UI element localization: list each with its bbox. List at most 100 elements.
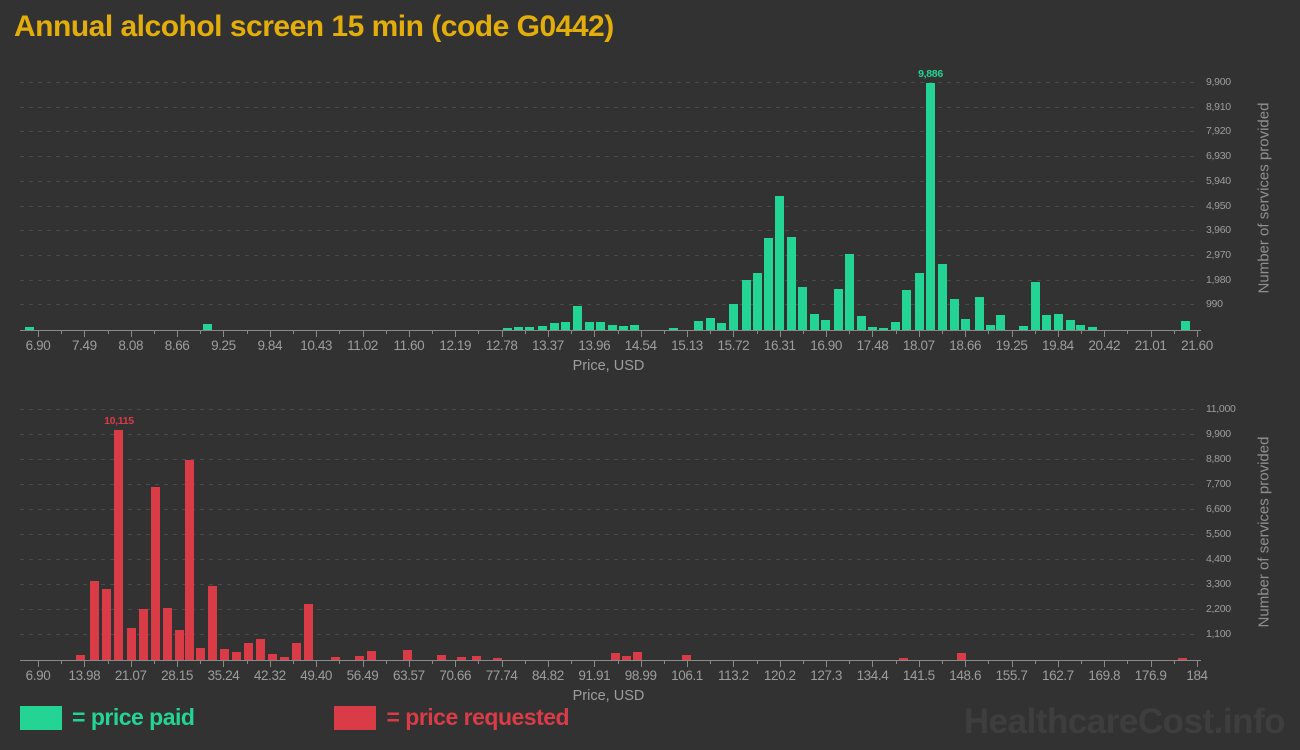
bar-price-paid[interactable] xyxy=(937,264,947,330)
bar-price-paid[interactable] xyxy=(974,296,984,330)
bar-price-paid[interactable] xyxy=(996,315,1006,330)
bar-price-paid[interactable] xyxy=(24,326,34,330)
bar-price-paid[interactable] xyxy=(960,318,970,330)
bar-price-requested[interactable] xyxy=(331,657,341,660)
bar-price-requested[interactable] xyxy=(220,649,230,660)
bar-price-paid[interactable] xyxy=(525,326,535,330)
bar-price-paid[interactable] xyxy=(608,325,618,330)
bar-price-paid[interactable] xyxy=(867,326,877,330)
bar-price-paid[interactable] xyxy=(798,286,808,330)
bar-price-requested[interactable] xyxy=(437,655,447,660)
price-requested-swatch-icon[interactable] xyxy=(334,705,377,730)
bar-price-requested[interactable] xyxy=(268,654,278,660)
bar-price-requested[interactable] xyxy=(1177,657,1187,660)
bar-price-requested[interactable] xyxy=(244,643,254,660)
bar-price-requested[interactable] xyxy=(304,603,314,660)
bar-price-requested[interactable] xyxy=(90,580,100,660)
bar-price-paid[interactable] xyxy=(821,320,831,330)
legend-price-requested-label[interactable]: = price requested xyxy=(386,704,570,730)
bar-price-requested[interactable] xyxy=(898,657,908,660)
bar-price-paid[interactable] xyxy=(1088,326,1098,330)
bar-price-requested[interactable] xyxy=(184,460,194,660)
bar-price-paid[interactable] xyxy=(584,321,594,330)
bar-price-requested[interactable] xyxy=(232,651,242,660)
bar-price-paid[interactable] xyxy=(549,323,559,330)
bar-price-paid[interactable] xyxy=(856,316,866,330)
legend-price-paid-label[interactable]: = price paid xyxy=(72,704,195,730)
bar-price-requested[interactable] xyxy=(367,651,377,660)
bar-price-paid[interactable] xyxy=(752,273,762,330)
bar-price-paid[interactable] xyxy=(717,322,727,330)
bar-price-paid[interactable] xyxy=(787,236,797,330)
x-minor-tick xyxy=(710,661,712,664)
y-tick-label: 8,800 xyxy=(1206,453,1231,465)
grid-line xyxy=(20,205,1197,207)
bar-price-paid[interactable] xyxy=(902,290,912,330)
bar-price-paid[interactable] xyxy=(1019,325,1029,330)
bar-price-paid[interactable] xyxy=(706,318,716,330)
x-tick-label: 162.7 xyxy=(1042,668,1074,683)
bar-price-requested[interactable] xyxy=(76,654,86,660)
bar-price-requested[interactable] xyxy=(611,653,621,660)
bar-price-paid[interactable] xyxy=(595,321,605,330)
x-tick-label: 21.07 xyxy=(114,668,147,683)
bar-price-requested[interactable] xyxy=(196,647,206,660)
bar-price-requested[interactable] xyxy=(457,657,467,660)
bar-price-paid[interactable] xyxy=(668,327,678,330)
bar-price-paid[interactable] xyxy=(764,237,774,330)
bar-price-requested[interactable] xyxy=(622,656,632,660)
bar-price-paid[interactable] xyxy=(560,321,570,330)
bar-price-paid[interactable] xyxy=(985,325,995,330)
bar-price-paid[interactable] xyxy=(775,196,785,330)
bar-price-requested[interactable] xyxy=(355,656,365,660)
bar-price-paid[interactable] xyxy=(572,306,582,330)
x-tick xyxy=(455,331,457,337)
bar-price-requested[interactable] xyxy=(163,607,173,660)
x-tick xyxy=(1104,661,1106,667)
bar-price-paid[interactable] xyxy=(1066,320,1076,330)
bar-price-paid[interactable] xyxy=(914,273,924,330)
bar-price-requested[interactable] xyxy=(633,651,643,660)
bar-price-requested[interactable] xyxy=(102,588,112,660)
grid-line xyxy=(20,106,1197,108)
x-axis-line xyxy=(20,330,1201,331)
bar-price-paid[interactable] xyxy=(1030,281,1040,330)
x-minor-tick xyxy=(1081,661,1083,664)
bar-price-requested[interactable] xyxy=(151,487,161,660)
price-paid-swatch-icon[interactable] xyxy=(20,705,62,730)
bar-price-requested[interactable] xyxy=(256,639,266,660)
bar-price-requested[interactable] xyxy=(280,656,290,660)
bar-price-paid[interactable] xyxy=(949,298,959,330)
bar-price-paid[interactable] xyxy=(1041,315,1051,330)
bar-price-paid[interactable] xyxy=(833,289,843,330)
bar-price-requested[interactable] xyxy=(139,609,149,660)
bar-price-paid[interactable] xyxy=(810,314,820,330)
bar-price-requested[interactable] xyxy=(114,430,124,660)
bar-price-requested[interactable] xyxy=(682,655,692,660)
bar-price-paid[interactable] xyxy=(502,328,512,330)
bar-price-requested[interactable] xyxy=(292,643,302,660)
bar-price-requested[interactable] xyxy=(127,627,137,660)
bar-price-paid[interactable] xyxy=(728,304,738,330)
bar-price-requested[interactable] xyxy=(957,652,967,660)
bar-price-paid[interactable] xyxy=(694,321,704,330)
bar-price-paid[interactable] xyxy=(538,325,548,330)
bar-price-paid[interactable] xyxy=(844,253,854,330)
bar-price-paid[interactable] xyxy=(741,280,751,330)
bar-price-requested[interactable] xyxy=(175,629,185,660)
bar-price-requested[interactable] xyxy=(403,650,413,660)
bar-price-paid[interactable] xyxy=(1075,325,1085,330)
bar-price-paid[interactable] xyxy=(1181,321,1191,330)
bar-price-requested[interactable] xyxy=(208,586,218,660)
bar-price-paid[interactable] xyxy=(926,83,935,330)
bar-price-paid[interactable] xyxy=(1053,313,1063,330)
bar-price-paid[interactable] xyxy=(879,327,889,330)
bar-price-paid[interactable] xyxy=(203,324,212,330)
bar-price-requested[interactable] xyxy=(493,657,503,660)
bar-price-paid[interactable] xyxy=(514,326,524,330)
x-tick-label: 11.02 xyxy=(347,338,378,353)
bar-price-paid[interactable] xyxy=(890,322,900,330)
bar-price-paid[interactable] xyxy=(619,326,629,330)
bar-price-paid[interactable] xyxy=(630,325,640,330)
bar-price-requested[interactable] xyxy=(472,656,482,660)
